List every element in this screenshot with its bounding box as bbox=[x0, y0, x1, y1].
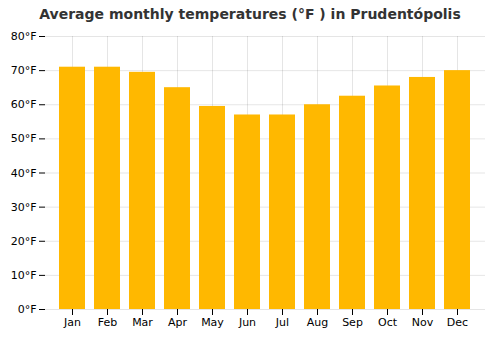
svg-text:Jan: Jan bbox=[63, 316, 81, 329]
svg-text:80°F: 80°F bbox=[11, 30, 37, 43]
svg-text:Mar: Mar bbox=[132, 316, 153, 329]
svg-text:Jul: Jul bbox=[275, 316, 289, 329]
svg-text:Oct: Oct bbox=[378, 316, 398, 329]
svg-text:70°F: 70°F bbox=[11, 64, 37, 77]
svg-text:Aug: Aug bbox=[307, 316, 328, 329]
svg-text:Feb: Feb bbox=[98, 316, 117, 329]
svg-text:40°F: 40°F bbox=[11, 167, 37, 180]
html-text:Average monthly temperatures (: Average monthly temperatures (°F ) in Pr… bbox=[39, 6, 461, 22]
svg-text:Dec: Dec bbox=[447, 316, 468, 329]
svg-text:50°F: 50°F bbox=[11, 132, 37, 145]
svg-text:Jun: Jun bbox=[238, 316, 256, 329]
svg-text:Apr: Apr bbox=[168, 316, 188, 329]
svg-text:60°F: 60°F bbox=[11, 98, 37, 111]
svg-text:Sep: Sep bbox=[342, 316, 363, 329]
svg-text:30°F: 30°F bbox=[11, 201, 37, 214]
svg-text:10°F: 10°F bbox=[11, 269, 37, 282]
svg-text:Nov: Nov bbox=[412, 316, 434, 329]
svg-text:20°F: 20°F bbox=[11, 235, 37, 248]
svg-text:May: May bbox=[201, 316, 224, 329]
svg-text:0°F: 0°F bbox=[18, 303, 37, 316]
